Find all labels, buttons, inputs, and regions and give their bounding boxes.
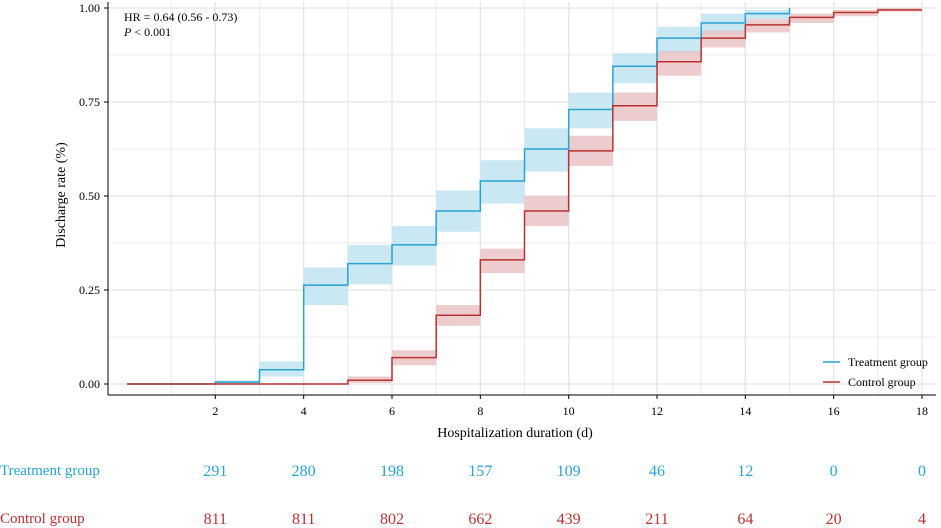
ci-band-control: [612, 92, 657, 121]
ci-band-control: [701, 30, 746, 48]
risk-count-treatment: 0: [830, 463, 838, 480]
x-tick-label: 6: [389, 404, 395, 418]
x-axis-title: Hospitalization duration (d): [437, 426, 593, 441]
y-axis-title: Discharge rate (%): [54, 142, 69, 248]
risk-count-treatment: 0: [918, 463, 926, 480]
y-tick-label: 0.00: [79, 377, 100, 391]
x-tick-label: 14: [739, 404, 751, 418]
risk-row-label-treatment: Treatment group: [0, 463, 100, 479]
risk-count-control: 802: [380, 511, 404, 528]
x-tick-label: 12: [651, 404, 663, 418]
x-tick-label: 8: [477, 404, 483, 418]
risk-count-control: 662: [468, 511, 492, 528]
risk-count-control: 4: [918, 511, 926, 528]
ci-band-treatment: [745, 9, 790, 20]
ci-band-treatment: [612, 53, 657, 84]
risk-count-treatment: 291: [203, 463, 227, 480]
p-value-text: P < 0.001: [123, 25, 171, 39]
step-line-control: [127, 9, 922, 385]
x-tick-label: 10: [563, 404, 575, 418]
risk-count-control: 64: [737, 511, 753, 528]
ci-band-treatment: [568, 92, 613, 129]
ci-band-control: [657, 51, 702, 76]
ci-band-treatment: [480, 160, 525, 204]
x-tick-label: 16: [828, 404, 840, 418]
ci-band-treatment: [524, 128, 569, 172]
ci-band-treatment: [657, 26, 702, 54]
ci-band-control: [789, 13, 834, 24]
step-line-treatment: [127, 8, 791, 385]
legend-label-treatment: Treatment group: [848, 355, 928, 369]
axis-ticks: 2 4 6 8 10 12 14 16 18 0.00 0.25 0.50 0.75 1.00: [79, 1, 928, 418]
step-lines: [127, 8, 922, 385]
hazard-ratio-text: HR = 0.64 (0.56 - 0.73): [124, 10, 237, 24]
x-tick-label: 4: [301, 404, 307, 418]
risk-count-treatment: 109: [557, 463, 581, 480]
risk-count-control: 211: [645, 511, 668, 528]
y-tick-label: 0.25: [79, 283, 100, 297]
risk-count-control: 811: [204, 511, 227, 528]
x-tick-label: 18: [916, 404, 928, 418]
risk-count-treatment: 198: [380, 463, 404, 480]
risk-row-label-control: Control group: [0, 511, 85, 527]
risk-count-treatment: 46: [649, 463, 665, 480]
risk-count-treatment: 157: [468, 463, 492, 480]
ci-band-treatment: [392, 226, 437, 266]
risk-count-control: 811: [292, 511, 315, 528]
ci-band-control: [480, 248, 525, 274]
y-tick-label: 0.50: [79, 189, 100, 203]
number-at-risk-table: Treatment group 291 280 198 157 109 46 12 0 0 Cont…: [0, 463, 926, 528]
risk-count-control: 20: [826, 511, 842, 528]
ci-band-treatment: [259, 361, 304, 377]
legend-label-control: Control group: [848, 375, 916, 389]
y-tick-label: 0.75: [79, 95, 100, 109]
ci-band-treatment: [303, 267, 348, 306]
x-tick-label: 2: [212, 404, 218, 418]
ci-band-treatment: [347, 244, 392, 285]
ci-band-control: [745, 19, 790, 33]
p-value-number: < 0.001: [131, 25, 171, 39]
risk-count-control: 439: [557, 511, 581, 528]
ci-band-treatment: [701, 13, 746, 35]
risk-count-treatment: 12: [737, 463, 753, 480]
y-tick-label: 1.00: [79, 1, 100, 15]
risk-count-treatment: 280: [292, 463, 316, 480]
p-value-label: P: [123, 25, 132, 39]
legend: Treatment group Control group: [823, 355, 928, 389]
